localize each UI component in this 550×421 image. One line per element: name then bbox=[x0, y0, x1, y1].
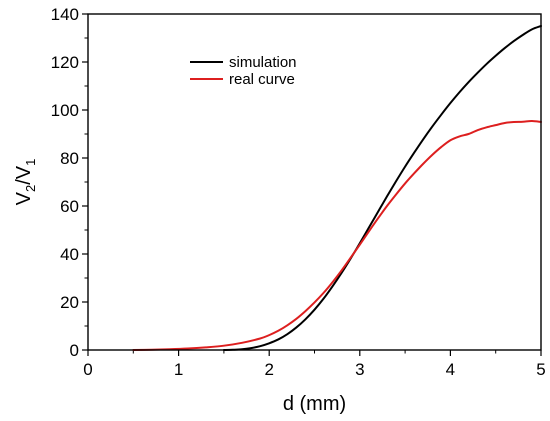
legend-label: real curve bbox=[229, 71, 295, 88]
y-tick-label: 20 bbox=[60, 293, 79, 312]
x-tick-label: 2 bbox=[264, 360, 273, 379]
x-axis-title: d (mm) bbox=[283, 393, 346, 415]
y-axis-title-sub1: 2 bbox=[23, 185, 38, 192]
series-lines bbox=[132, 25, 542, 351]
x-tick-label: 4 bbox=[446, 360, 455, 379]
y-axis-title-sub2: 1 bbox=[23, 159, 38, 166]
y-tick-label: 60 bbox=[60, 197, 79, 216]
x-tick-label: 3 bbox=[355, 360, 364, 379]
y-tick-label: 40 bbox=[60, 245, 79, 264]
series-line-real-curve bbox=[132, 120, 542, 351]
y-axis-title-main: V bbox=[13, 191, 35, 205]
y-tick-label: 80 bbox=[60, 149, 79, 168]
y-tick-label: 100 bbox=[51, 101, 79, 120]
y-tick-label: 140 bbox=[51, 5, 79, 24]
y-axis-ticks: 0 20 40 60 80 100 120 140 bbox=[51, 5, 88, 360]
x-tick-label: 0 bbox=[83, 360, 92, 379]
legend-label: simulation bbox=[229, 54, 297, 71]
x-tick-label: 5 bbox=[536, 360, 545, 379]
series-line-simulation bbox=[222, 25, 542, 351]
x-tick-label: 1 bbox=[174, 360, 183, 379]
y-axis-title: V2/V1 bbox=[13, 159, 38, 206]
y-tick-label: 120 bbox=[51, 53, 79, 72]
plot-frame bbox=[87, 13, 542, 351]
y-tick-label: 0 bbox=[70, 341, 79, 360]
x-axis-ticks: 0 1 2 3 4 5 bbox=[83, 350, 546, 379]
y-axis-title-sep: /V bbox=[13, 165, 35, 185]
